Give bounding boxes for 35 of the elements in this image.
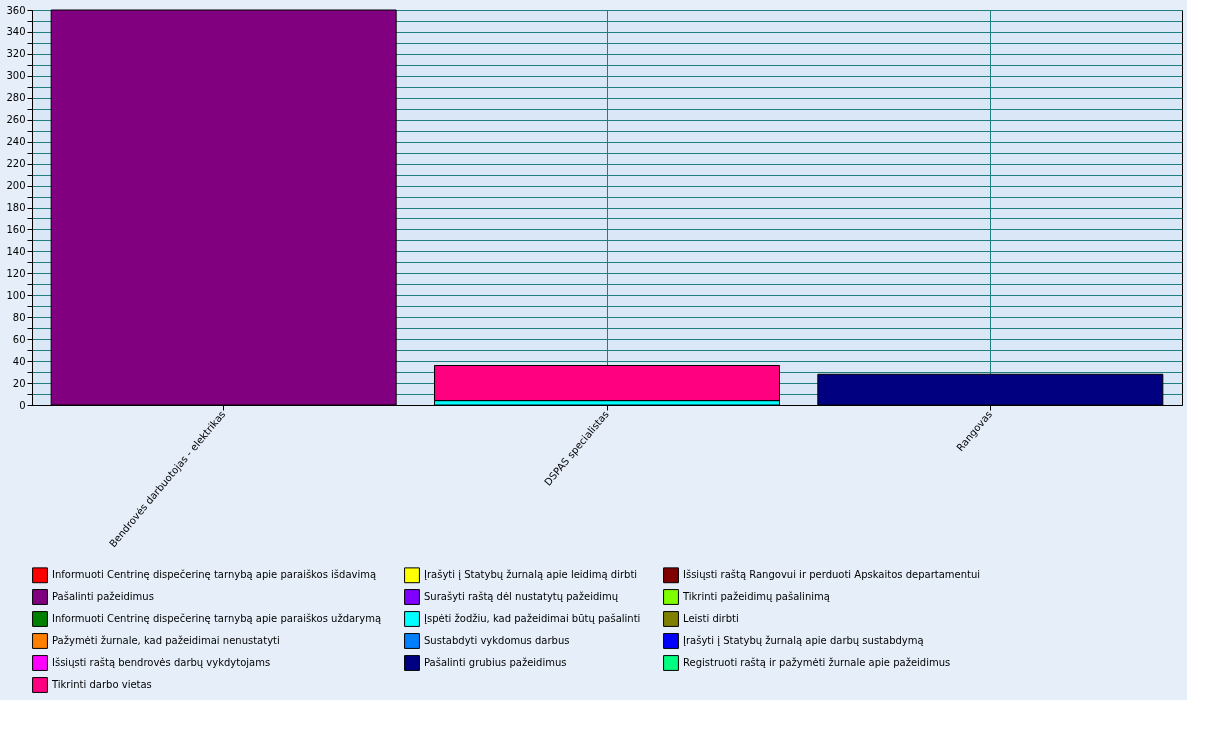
- y-tick-label: 340: [6, 26, 26, 38]
- legend-label: Informuoti Centrinę dispečerinę tarnybą apie paraiškos išdavimą: [52, 569, 377, 581]
- y-tick-label: 100: [6, 289, 26, 301]
- legend-label: Pašalinti pažeidimus: [52, 591, 154, 602]
- legend-label: Leisti dirbti: [683, 613, 739, 624]
- legend-label: Įrašyti į Statybų žurnalą apie leidimą dirbti: [424, 569, 638, 581]
- legend-label: Surašyti raštą dėl nustatytų pažeidimų: [424, 591, 619, 602]
- legend-label: Tikrinti pažeidimų pašalinimą: [682, 591, 830, 602]
- y-tick-label: 160: [6, 223, 26, 235]
- y-tick-label: 40: [12, 355, 26, 367]
- y-tick-label: 180: [6, 202, 26, 213]
- y-tick-label: 60: [12, 333, 26, 345]
- y-tick-label: 20: [12, 377, 26, 389]
- y-tick-label: 240: [6, 136, 26, 148]
- legend-label: Tikrinti darbo vietas: [51, 679, 152, 690]
- y-tick-label: 300: [6, 70, 26, 82]
- y-tick-label: 320: [6, 48, 26, 60]
- y-tick-label: 120: [6, 267, 26, 279]
- y-tick-label: 220: [6, 158, 26, 170]
- y-tick-label: 0: [19, 399, 26, 411]
- legend-label: Sustabdyti vykdomus darbus: [424, 635, 570, 646]
- legend-label: Registruoti raštą ir pažymėti žurnale apie pažeidimus: [683, 657, 951, 668]
- legend-label: Išsiųsti raštą bendrovės darbų vykdytojams: [52, 657, 271, 668]
- y-tick-label: 280: [6, 92, 26, 104]
- legend-label: Išsiųsti raštą Rangovui ir perduoti Apskaitos departamentui: [683, 569, 981, 581]
- y-tick-label: 80: [12, 311, 26, 323]
- legend-label: Informuoti Centrinę dispečerinę tarnybą apie paraiškos uždarymą: [52, 613, 382, 624]
- legend-label: Pašalinti grubius pažeidimus: [424, 657, 567, 668]
- y-tick-label: 260: [6, 114, 26, 126]
- legend-label: Įrašyti į Statybų žurnalą apie darbų sustabdymą: [683, 635, 924, 646]
- y-tick-label: 200: [6, 180, 26, 192]
- legend-label: Pažymėti žurnale, kad pažeidimai nenustatyti: [52, 635, 280, 646]
- y-tick-label: 360: [6, 4, 26, 16]
- y-tick-label: 140: [6, 245, 26, 257]
- legend-label: Įspėti žodžiu, kad pažeidimai būtų pašalinti: [424, 613, 641, 624]
